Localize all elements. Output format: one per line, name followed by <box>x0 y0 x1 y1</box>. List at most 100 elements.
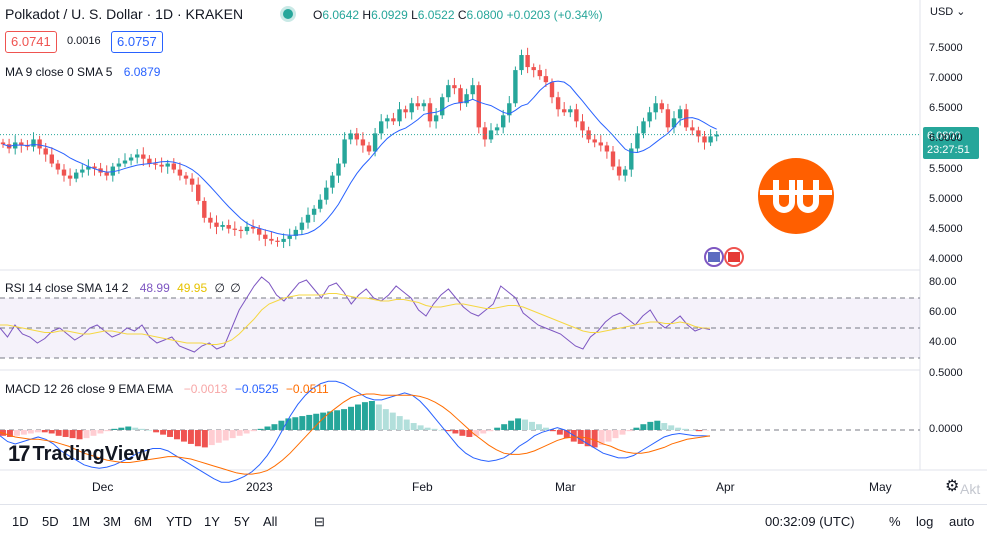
candle <box>116 163 122 167</box>
candle <box>92 166 97 169</box>
macd-histogram-bar <box>494 427 501 430</box>
macd-histogram-bar <box>515 418 522 430</box>
candle <box>0 142 6 145</box>
tradingview-logo-text: TradingView <box>32 442 150 465</box>
macd-histogram-bar <box>264 426 271 430</box>
candle <box>391 118 396 122</box>
timeframe-ytd[interactable]: YTD <box>166 514 192 529</box>
macd-histogram-bar <box>640 424 647 430</box>
candle <box>641 121 646 134</box>
time-axis-label: 2023 <box>246 480 273 494</box>
price-axis-label: 4.5000 <box>929 222 963 235</box>
ma-legend[interactable]: MA 9 close 0 SMA 5 6.0879 <box>5 65 160 79</box>
timeframe-3m[interactable]: 3M <box>103 514 122 529</box>
candle <box>342 139 347 164</box>
macd-histogram-bar <box>410 423 417 430</box>
macd-histogram-bar <box>174 430 180 440</box>
macd-histogram-bar <box>243 430 250 434</box>
candle <box>403 109 408 113</box>
macd-histogram-bar <box>118 427 125 430</box>
macd-histogram-bar <box>320 412 327 430</box>
timeframe-6m[interactable]: 6M <box>134 514 153 529</box>
candle <box>263 234 268 239</box>
candle <box>330 175 335 188</box>
low-label: L <box>411 8 418 22</box>
macd-histogram-bar <box>508 420 515 430</box>
macd-histogram-bar <box>438 430 445 431</box>
macd-legend[interactable]: MACD 12 26 close 9 EMA EMA −0.0013 −0.05… <box>5 382 329 396</box>
macd-histogram-bar <box>626 430 633 432</box>
high-label: H <box>362 8 372 22</box>
rsi-legend-label: RSI 14 close SMA 14 2 <box>5 281 129 295</box>
rsi-axis-label: 40.00 <box>929 336 957 348</box>
macd-histogram-bar <box>132 427 139 430</box>
candle <box>220 225 225 227</box>
macd-signal-value: −0.0511 <box>285 382 329 396</box>
macd-axis-label: 0.0000 <box>929 423 963 435</box>
candle <box>659 103 664 110</box>
candle <box>482 127 488 140</box>
candle <box>543 76 549 83</box>
macd-histogram-bar <box>160 430 167 435</box>
macd-histogram-bar <box>48 430 55 434</box>
candle <box>397 109 402 122</box>
candle <box>348 133 353 140</box>
candle <box>153 163 158 165</box>
rsi-axis-label: 60.00 <box>929 306 957 318</box>
macd-histogram-bar <box>208 430 215 446</box>
macd-histogram-bar <box>647 421 654 430</box>
macd-histogram-bar <box>382 409 389 430</box>
time-axis-label: Mar <box>555 480 576 494</box>
macd-histogram-bar <box>41 430 48 433</box>
macd-histogram-bar <box>612 430 619 439</box>
auto-scale-toggle[interactable]: auto <box>949 514 975 529</box>
candle <box>629 148 634 170</box>
macd-histogram-bar <box>431 428 438 430</box>
candle <box>610 151 616 167</box>
timeframe-1d[interactable]: 1D <box>12 514 29 529</box>
spread-value: 0.0016 <box>67 35 101 47</box>
percent-scale-toggle[interactable]: % <box>889 514 901 529</box>
macd-histogram-bar <box>250 430 257 432</box>
utc-clock[interactable]: 00:32:09 (UTC) <box>765 514 855 529</box>
timeframe-all[interactable]: All <box>263 514 278 529</box>
macd-histogram-bar <box>167 430 174 437</box>
gear-icon[interactable]: ⚙ <box>945 478 960 495</box>
macd-line-value: −0.0525 <box>234 382 279 396</box>
price-axis-label: 5.0000 <box>929 192 963 205</box>
date-range-icon[interactable]: ⊟ <box>314 514 325 529</box>
candle <box>592 139 597 143</box>
macd-histogram-bar <box>125 426 132 430</box>
candle <box>189 178 195 185</box>
chart-canvas[interactable] <box>0 0 987 505</box>
timeframe-1y[interactable]: 1Y <box>204 514 220 529</box>
timeframe-5y[interactable]: 5Y <box>234 514 250 529</box>
macd-histogram-bar <box>389 412 396 430</box>
rsi-legend[interactable]: RSI 14 close SMA 14 2 48.99 49.95 ∅ ∅ <box>5 281 241 295</box>
macd-histogram-bar <box>229 430 236 439</box>
rsi-sma-line <box>0 293 711 345</box>
macd-histogram-bar <box>20 430 27 435</box>
symbol-title[interactable]: Polkadot / U. S. Dollar · 1D · KRAKEN <box>5 6 244 22</box>
candle <box>238 229 244 232</box>
time-axis-label: May <box>869 480 892 494</box>
macd-histogram-bar <box>696 430 703 432</box>
log-scale-toggle[interactable]: log <box>916 514 934 529</box>
buy-button[interactable]: 6.0757 <box>111 31 163 53</box>
macd-histogram-bar <box>194 430 201 447</box>
candle <box>525 55 530 68</box>
timeframe-5d[interactable]: 5D <box>42 514 59 529</box>
badge-glyph <box>773 180 819 213</box>
currency-label: USD <box>930 6 954 18</box>
macd-histogram-bar <box>682 428 689 430</box>
rsi-line <box>0 276 711 353</box>
timeframe-1m[interactable]: 1M <box>72 514 91 529</box>
candle <box>635 133 640 149</box>
market-status-dot-icon <box>283 9 293 19</box>
macd-histogram-bar <box>480 430 487 434</box>
macd-histogram-bar <box>619 430 626 435</box>
sell-button[interactable]: 6.0741 <box>5 31 57 53</box>
macd-histogram-bar <box>97 430 104 434</box>
currency-selector[interactable]: USD ⌄ <box>930 5 966 18</box>
change-value: +0.0203 (+0.34%) <box>506 8 603 22</box>
